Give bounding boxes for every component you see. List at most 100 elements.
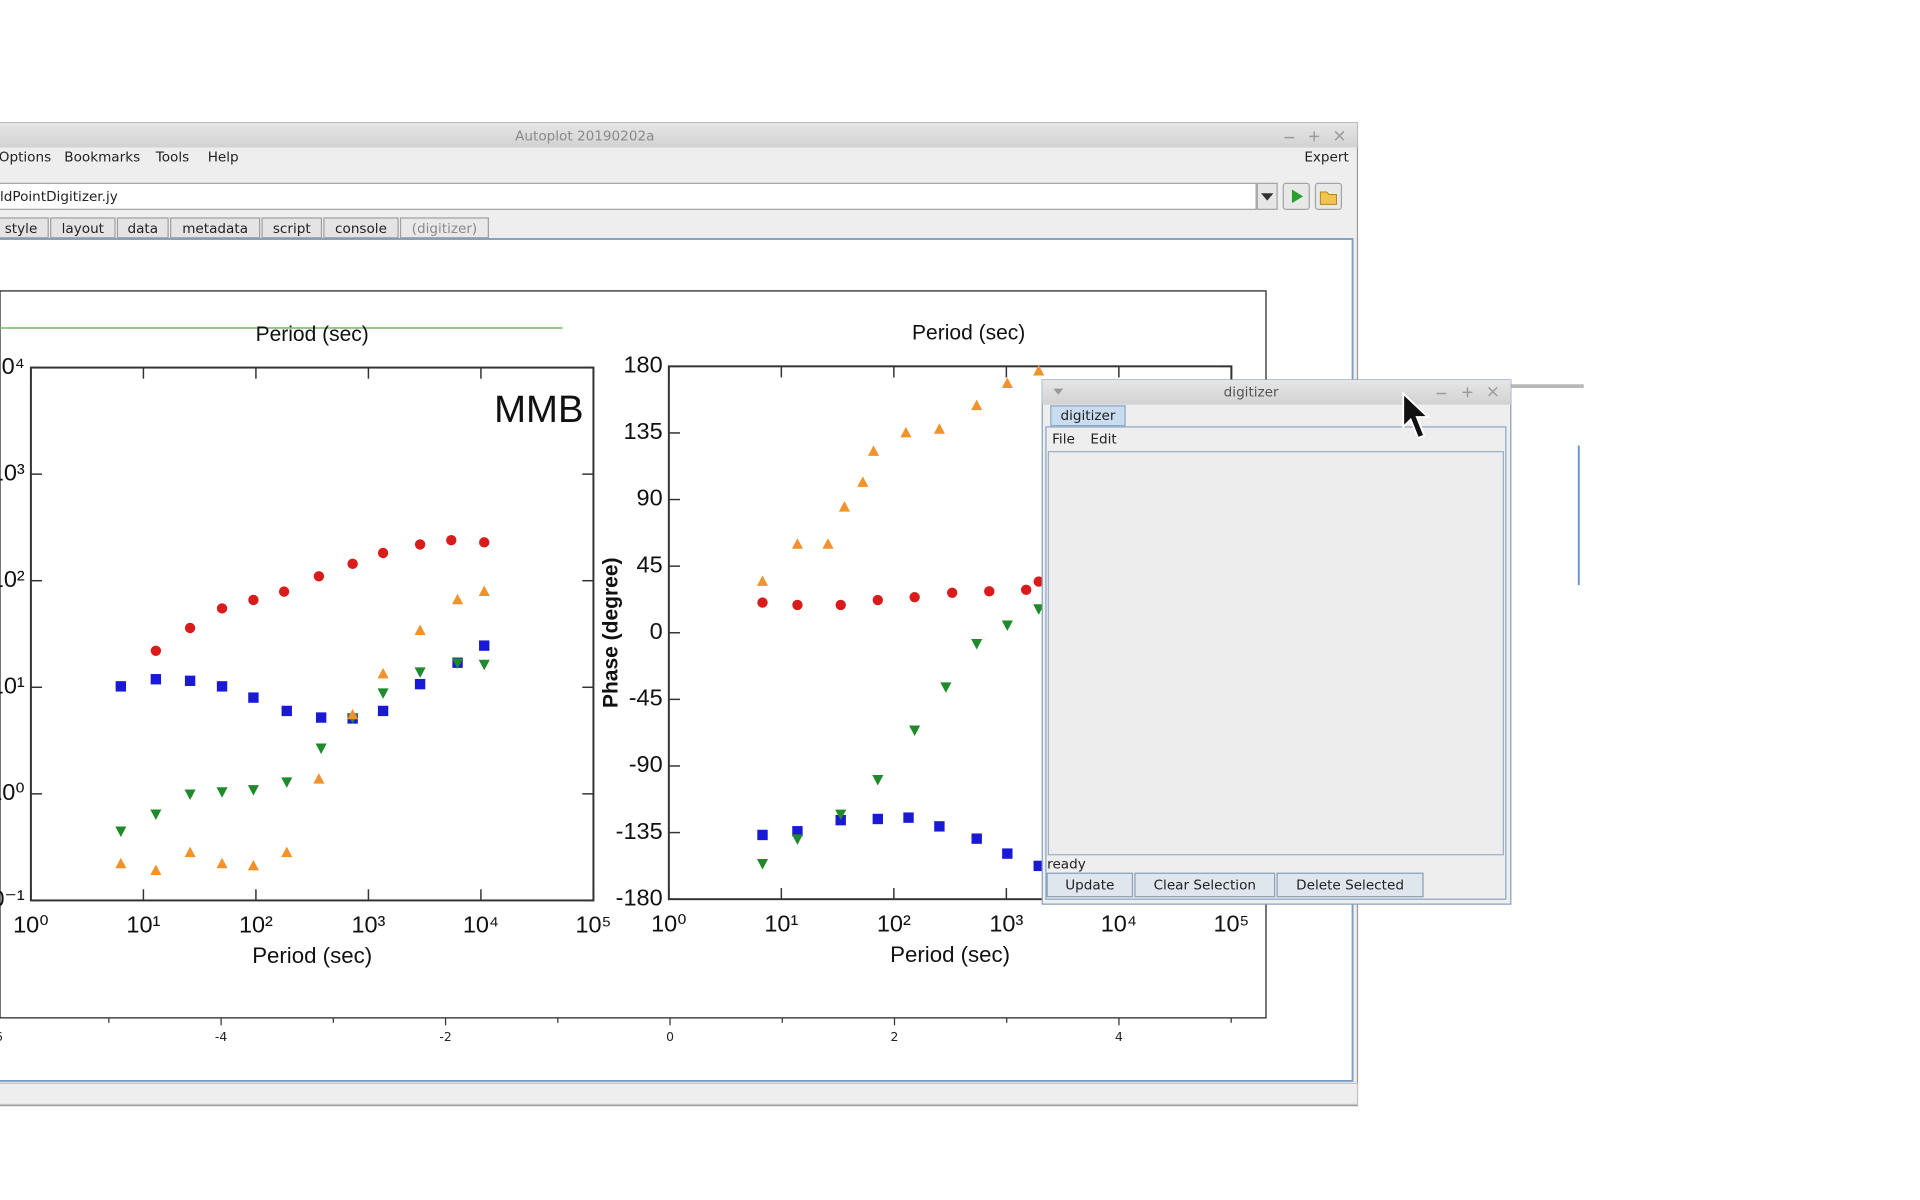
y-tick-label: 10¹ — [0, 672, 25, 698]
point — [315, 712, 327, 723]
x-tick-label: 10² — [877, 910, 911, 936]
menu-item[interactable]: Options — [0, 149, 51, 165]
x-tick-label: 10³ — [351, 912, 385, 938]
tab[interactable] — [1050, 405, 1126, 427]
menu-item[interactable]: File — [1052, 431, 1075, 447]
y-tick-label: 10³ — [0, 459, 25, 485]
status-text: ready — [1047, 857, 1086, 873]
menu-item[interactable]: Bookmarks — [64, 149, 140, 165]
point — [278, 586, 290, 597]
point — [971, 399, 983, 411]
tab[interactable] — [116, 217, 169, 239]
point — [216, 681, 228, 692]
button-label[interactable]: Delete Selected — [1296, 878, 1404, 894]
point — [479, 537, 490, 548]
x2-axis-label: Period (sec) — [912, 322, 1025, 345]
x-tick-label: 10² — [239, 912, 273, 938]
point — [835, 809, 847, 821]
point — [1033, 576, 1044, 587]
point — [872, 594, 883, 606]
tab[interactable] — [399, 217, 489, 239]
tab-label[interactable]: console — [335, 221, 387, 237]
point — [281, 846, 293, 858]
folder-icon — [1319, 191, 1337, 205]
button-label[interactable]: Update — [1065, 878, 1114, 894]
point — [313, 773, 325, 784]
point — [835, 599, 846, 611]
tab[interactable] — [323, 217, 399, 239]
point — [478, 659, 490, 671]
x-tick-label: 10¹ — [126, 912, 160, 938]
menu-item[interactable]: Edit — [1090, 431, 1116, 447]
uri-text[interactable]: ldPointDigitizer.jy — [0, 189, 118, 205]
point — [150, 864, 162, 876]
x-tick-label: 10¹ — [764, 910, 798, 936]
point — [414, 678, 426, 690]
y-tick-label: 10² — [0, 566, 25, 592]
tab[interactable] — [0, 217, 49, 239]
point — [313, 571, 325, 582]
tab-label[interactable]: digitizer — [1060, 408, 1115, 424]
point — [478, 585, 490, 596]
window-menu-icon[interactable] — [1053, 388, 1064, 395]
point — [909, 592, 920, 603]
point — [150, 674, 162, 685]
window-controls[interactable] — [1436, 386, 1498, 398]
point — [1020, 584, 1032, 596]
menu-item[interactable]: Help — [208, 149, 239, 165]
point — [791, 834, 804, 845]
tab-label[interactable]: layout — [62, 221, 104, 237]
point — [115, 857, 127, 869]
point — [281, 705, 292, 717]
point — [857, 476, 869, 487]
go-icon — [1291, 189, 1304, 204]
tab[interactable] — [50, 217, 116, 239]
point — [184, 675, 196, 687]
y-tick-label: 10⁰ — [0, 779, 25, 805]
tab[interactable] — [261, 217, 323, 239]
point-list[interactable] — [1047, 451, 1504, 856]
point — [247, 859, 259, 871]
point — [414, 624, 426, 635]
point — [792, 599, 803, 611]
point — [347, 708, 359, 720]
point — [184, 622, 196, 634]
menu-item[interactable]: Tools — [155, 149, 189, 165]
point — [971, 638, 983, 650]
point — [216, 603, 228, 614]
expert-menu[interactable]: Expert — [1304, 149, 1349, 165]
y-tick-label: -45 — [629, 685, 663, 711]
tab-label[interactable]: script — [273, 221, 311, 237]
button[interactable] — [1276, 872, 1424, 898]
canvas-axis: -6 -4 -2 0 2 4 — [0, 1017, 1232, 1044]
axis-tick-label: 4 — [1115, 1030, 1123, 1044]
y-tick-label: 135 — [623, 418, 662, 444]
tab[interactable] — [169, 217, 261, 239]
point — [900, 426, 912, 438]
point — [838, 501, 851, 512]
tab-label[interactable]: style — [5, 221, 38, 237]
point — [377, 667, 389, 679]
point — [315, 743, 327, 755]
tab-label[interactable]: (digitizer) — [412, 221, 478, 237]
point — [452, 658, 464, 669]
point — [909, 725, 921, 737]
x-tick-label: 10⁰ — [651, 910, 687, 936]
button-label[interactable]: Clear Selection — [1154, 878, 1256, 894]
tab-label[interactable]: data — [127, 221, 158, 237]
point — [756, 859, 769, 870]
button[interactable] — [1134, 872, 1276, 898]
point — [115, 681, 127, 692]
window-controls[interactable] — [1284, 130, 1345, 142]
uri-field[interactable] — [0, 182, 1257, 210]
point — [216, 857, 228, 869]
button[interactable] — [1046, 872, 1134, 898]
x-axis-label: Period (sec) — [252, 943, 372, 968]
tab-label[interactable]: metadata — [182, 221, 248, 237]
y-tick-label: 10⁻¹ — [0, 886, 25, 912]
point — [934, 821, 945, 832]
point — [452, 593, 464, 605]
point — [184, 846, 196, 858]
point — [150, 809, 162, 820]
